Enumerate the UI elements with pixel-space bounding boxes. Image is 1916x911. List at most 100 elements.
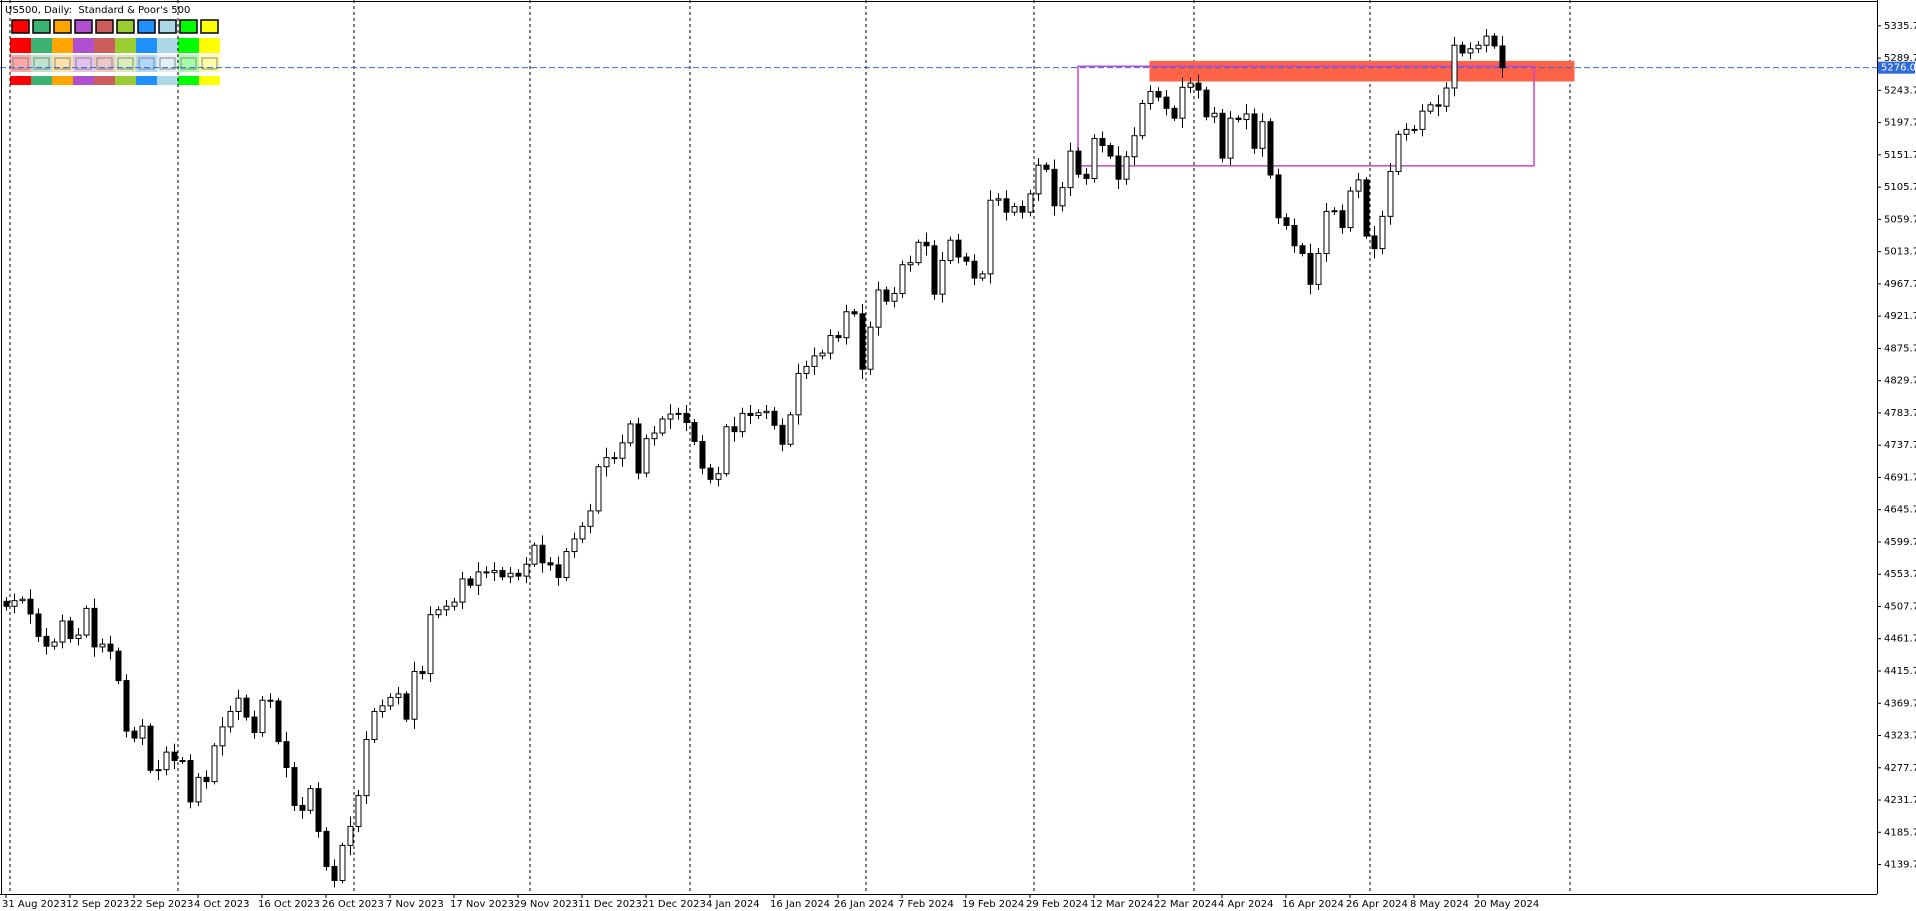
palette-swatch (10, 76, 31, 85)
palette-swatch (10, 38, 31, 53)
candle-body (851, 311, 858, 315)
candle-body (299, 804, 306, 811)
candle-body (363, 739, 370, 797)
candle-body (1379, 215, 1386, 250)
palette-swatch (32, 19, 51, 34)
x-tick-label: 7 Feb 2024 (898, 899, 954, 910)
candle-body (411, 670, 418, 720)
candle-body (571, 538, 578, 553)
candle-body (987, 199, 994, 275)
candle-body (323, 830, 330, 867)
candle-body (843, 311, 850, 339)
candle-body (203, 776, 210, 783)
candle-body (1283, 217, 1290, 226)
candle-body (979, 273, 986, 279)
candle-body (1219, 112, 1226, 159)
palette-swatch (73, 76, 94, 85)
candle-body (339, 844, 346, 881)
x-tick-label: 4 Oct 2023 (194, 899, 249, 910)
candle-body (1363, 179, 1370, 237)
candle-body (771, 410, 778, 426)
candle-body (1043, 164, 1050, 170)
candle-body (195, 776, 202, 803)
x-tick-label: 17 Nov 2023 (450, 899, 514, 910)
candle-body (1075, 150, 1082, 175)
x-tick-label: 29 Nov 2023 (514, 899, 578, 910)
palette-swatch (31, 38, 52, 53)
candle-body (947, 239, 954, 262)
y-tick-label: 4645.7 (1884, 505, 1916, 516)
y-tick-label: 4599.7 (1884, 537, 1916, 548)
candle-body (475, 571, 482, 586)
candle-body (779, 424, 786, 445)
x-tick-label: 26 Jan 2024 (834, 899, 894, 910)
x-tick-label: 26 Apr 2024 (1346, 899, 1408, 910)
candle-body (1411, 128, 1418, 131)
candle-body (867, 326, 874, 370)
candle-body (531, 544, 538, 565)
candle-body (1299, 245, 1306, 255)
candle-body (939, 260, 946, 295)
candle-body (547, 562, 554, 566)
candle-body (3, 600, 10, 607)
candle-body (563, 551, 570, 579)
x-tick-label: 26 Oct 2023 (322, 899, 384, 910)
candle-body (99, 643, 106, 648)
palette-swatch (200, 19, 219, 34)
candle-body (1275, 174, 1282, 219)
x-tick-label: 21 Dec 2023 (642, 899, 706, 910)
palette-swatch (73, 55, 94, 72)
candle-body (59, 620, 66, 643)
candle-body (251, 716, 258, 733)
palette-swatch (199, 38, 220, 53)
candle-body (739, 412, 746, 433)
candle-body (899, 264, 906, 294)
candle-body (43, 635, 50, 647)
candle-body (19, 598, 26, 602)
candle-body (379, 705, 386, 712)
candle-body (1123, 156, 1130, 180)
y-tick-label: 5151.7 (1884, 150, 1916, 161)
y-tick-label: 4139.7 (1884, 860, 1916, 871)
candle-body (995, 198, 1002, 201)
palette-swatch (157, 38, 178, 53)
candle-body (1499, 45, 1506, 69)
palette-swatch (115, 38, 136, 53)
candle-body (315, 788, 322, 832)
candle-body (331, 865, 338, 881)
candle-body (763, 410, 770, 414)
candle-body (755, 412, 762, 417)
palette-swatch (95, 19, 114, 34)
y-tick-label: 4691.7 (1884, 472, 1916, 483)
palette-swatch (12, 57, 29, 70)
candle-body (659, 418, 666, 434)
candle-body (1163, 96, 1170, 109)
candle-body (1339, 210, 1346, 229)
candle-body (515, 572, 522, 577)
candle-body (1427, 104, 1434, 112)
x-tick-label: 4 Apr 2024 (1218, 899, 1273, 910)
candle-body (107, 643, 114, 652)
candle-body (147, 725, 154, 771)
candle-body (1083, 173, 1090, 179)
y-tick-label: 4323.7 (1884, 731, 1916, 742)
candle-body (467, 578, 474, 586)
candle-body (1227, 117, 1234, 159)
candle-body (267, 699, 274, 702)
candle-body (675, 412, 682, 415)
candle-body (443, 605, 450, 611)
candle-body (611, 457, 618, 460)
candle-body (1443, 87, 1450, 107)
palette-swatch (136, 38, 157, 53)
current-price-box (1878, 61, 1915, 74)
candle-body (923, 241, 930, 247)
candle-body (1051, 168, 1058, 207)
plot-area (0, 0, 1877, 894)
candle-body (51, 641, 58, 647)
candle-body (651, 432, 658, 440)
candle-body (507, 572, 514, 578)
candle-body (811, 355, 818, 367)
candle-body (371, 710, 378, 741)
candle-body (1003, 198, 1010, 213)
